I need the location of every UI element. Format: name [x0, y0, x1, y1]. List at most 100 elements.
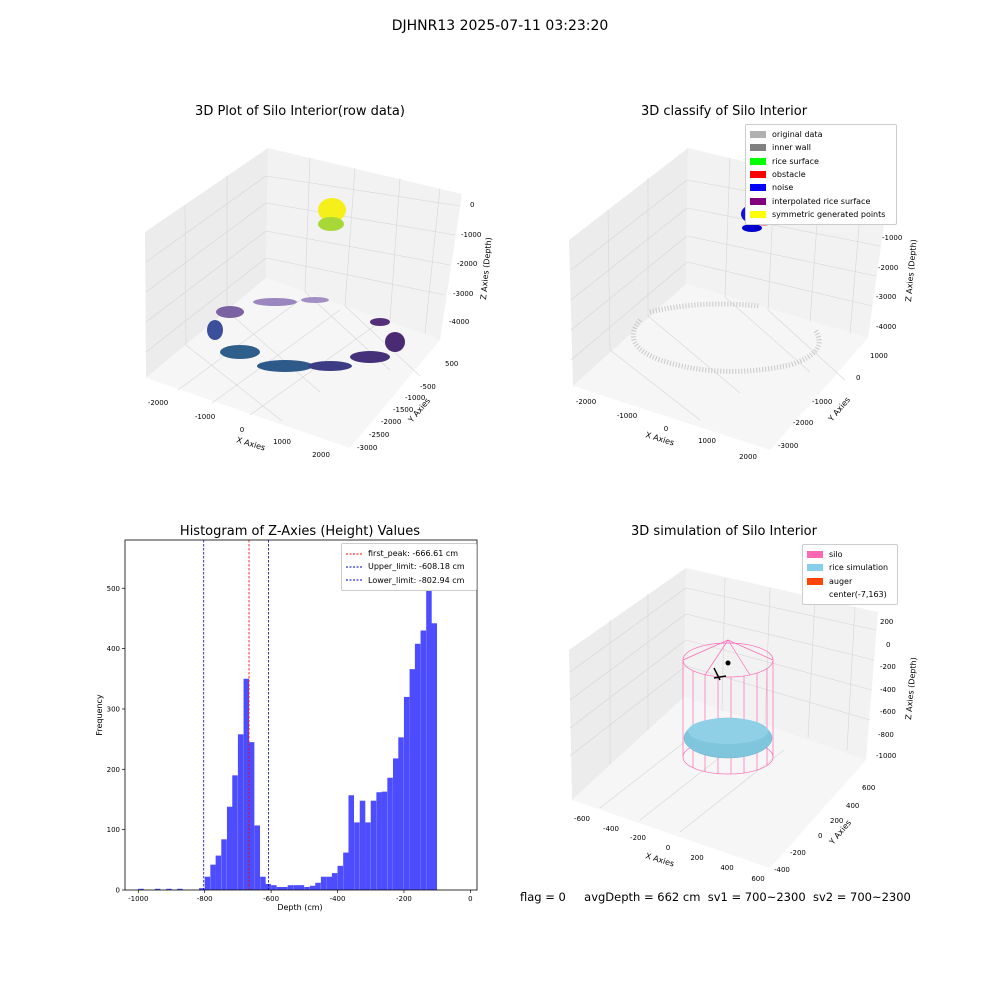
status-sv2: sv2 = 700~2300 [812, 890, 911, 904]
raw-ytick: 500 [445, 360, 458, 368]
raw-xtick: -1000 [195, 413, 215, 421]
histogram-bar [315, 882, 321, 890]
classify-ytick: 0 [856, 374, 860, 382]
simulation-xtick: 400 [720, 864, 733, 872]
legend-swatch [750, 184, 766, 192]
histogram-legend: first_peak: -666.61 cm Upper_limit: -608… [341, 543, 477, 591]
legend-swatch [750, 210, 766, 218]
simulation-ztick: -600 [880, 708, 896, 716]
histogram-ytick-label: 200 [107, 766, 120, 774]
simulation-xtick: -600 [574, 815, 590, 823]
raw-ytick: -3000 [357, 444, 377, 452]
legend-item: Lower_limit: -802.94 cm [346, 574, 472, 587]
legend-swatch [750, 171, 766, 179]
legend-swatch [750, 197, 766, 205]
raw-ztick: -4000 [449, 318, 469, 326]
status-sv1: sv1 = 700~2300 [707, 890, 806, 904]
legend-item: interpolated rice surface [750, 194, 892, 207]
classify-ztick: -1000 [882, 234, 902, 242]
simulation-xlabel: X Axies [644, 851, 675, 868]
legend-item: inner wall [750, 141, 892, 154]
histogram-xtick-label: -600 [263, 895, 279, 903]
histogram-bar [293, 885, 299, 890]
simulation-ztick: -400 [880, 686, 896, 694]
histogram-bar [199, 888, 205, 890]
legend-item: rice simulation [807, 561, 893, 574]
auger-marker [713, 667, 727, 681]
histogram-xtick-label: 0 [468, 895, 472, 903]
histogram-bar [204, 876, 211, 890]
histogram-bar [381, 791, 388, 890]
legend-label: first_peak: -666.61 cm [368, 549, 459, 559]
histogram-bar [326, 876, 333, 890]
classify-ytick: -2000 [793, 419, 813, 427]
classify-panel-title: 3D classify of Silo Interior [640, 104, 808, 119]
legend-label: original data [772, 130, 823, 140]
legend-label: symmetric generated points [772, 209, 886, 219]
histogram-ytick-label: 400 [107, 645, 120, 653]
histogram-bar [154, 888, 161, 890]
histogram-bar [221, 839, 227, 890]
histogram-bar [276, 886, 283, 890]
legend-label: rice surface [772, 156, 819, 166]
classify-ylabel: Y Axies [826, 395, 852, 424]
legend-item: original data [750, 128, 892, 141]
raw-wall-points [207, 297, 405, 372]
legend-swatch [750, 157, 766, 165]
legend-label: rice simulation [829, 563, 889, 573]
histogram-ylabel: Frequency [95, 694, 104, 736]
simulation-ytick: -200 [790, 849, 806, 857]
status-line: flag = 0 avgDepth = 662 cm sv1 = 700~230… [520, 890, 911, 904]
simulation-legend: silo rice simulation auger center(-7,163… [802, 544, 898, 606]
classify-xlabel: X Axies [644, 430, 675, 447]
raw-ylabel: Y Axies [406, 396, 432, 425]
simulation-xtick: -200 [630, 834, 646, 842]
classify-wall-points [630, 301, 822, 374]
histogram-bar [348, 795, 354, 890]
histogram-bar [304, 886, 310, 890]
legend-item: silo [807, 548, 893, 561]
legend-label: auger [829, 576, 853, 586]
histogram-ytick-label: 500 [107, 585, 120, 593]
simulation-ytick: 600 [862, 784, 875, 792]
simulation-zlabel: Z Axies (Depth) [904, 657, 918, 720]
classify-ytick: 1000 [870, 352, 888, 360]
raw-xtick: 0 [240, 426, 244, 434]
histogram-bar [370, 800, 377, 890]
legend-item: rice surface [750, 155, 892, 168]
histogram-bar [343, 852, 349, 890]
histogram-bar [420, 630, 427, 890]
figure-suptitle: DJHNR13 2025-07-11 03:23:20 [391, 18, 609, 34]
simulation-xtick: 600 [751, 875, 764, 883]
simulation-ztick: -1000 [876, 752, 896, 760]
histogram-bar [232, 775, 238, 890]
raw-ztick: 0 [470, 201, 474, 209]
simulation-ztick: 200 [880, 618, 893, 626]
legend-label: obstacle [772, 170, 806, 180]
histogram-bar [365, 822, 371, 890]
histogram-bar [398, 737, 404, 890]
histogram-bar [265, 883, 271, 890]
histogram-bar [260, 876, 266, 890]
rice-simulation-surface [683, 717, 773, 759]
classify-xtick: 1000 [698, 437, 716, 445]
legend-label: noise [772, 183, 794, 193]
legend-swatch [750, 144, 766, 152]
raw-zlabel: Z Axies (Depth) [479, 237, 493, 300]
legend-label: Upper_limit: -608.18 cm [368, 562, 465, 572]
legend-swatch [807, 591, 823, 599]
legend-label: inner wall [772, 143, 812, 153]
histogram-bar [271, 885, 277, 890]
simulation-xtick: 200 [690, 854, 703, 862]
histogram-bar [426, 558, 432, 890]
raw-ytick: -1000 [405, 394, 425, 402]
status-avg-depth: avgDepth = 662 cm [584, 890, 701, 904]
simulation-ytick: 400 [846, 802, 859, 810]
histogram-bar [337, 865, 344, 890]
histogram-bar [376, 792, 382, 890]
raw-ytick: -1500 [393, 406, 413, 414]
histogram-bar [409, 669, 416, 890]
legend-label: interpolated rice surface [772, 196, 871, 206]
histogram-axes-frame [124, 539, 478, 891]
histogram-xtick-label: -200 [396, 895, 412, 903]
